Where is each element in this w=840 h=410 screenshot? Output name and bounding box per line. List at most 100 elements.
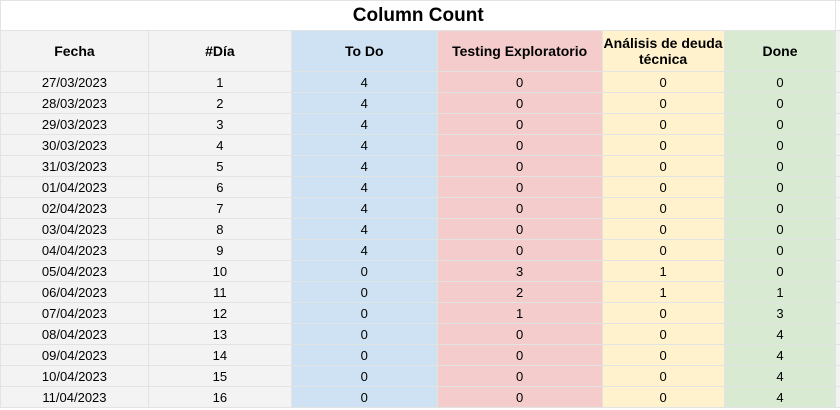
cell-dia[interactable]: 6 (147, 176, 292, 198)
cell-analisis-deuda-tecnica[interactable]: 0 (601, 218, 725, 240)
cell-testing-exploratorio[interactable]: 0 (436, 218, 603, 240)
cell-fecha[interactable]: 01/04/2023 (0, 176, 149, 198)
cell-done[interactable]: 4 (723, 344, 837, 366)
cell-dia[interactable]: 15 (147, 365, 292, 387)
cell-fecha[interactable]: 10/04/2023 (0, 365, 149, 387)
header-dia[interactable]: #Día (147, 30, 292, 72)
cell-done[interactable]: 0 (723, 197, 837, 219)
cell-testing-exploratorio[interactable]: 0 (436, 92, 603, 114)
cell-fecha[interactable]: 03/04/2023 (0, 218, 149, 240)
cell-analisis-deuda-tecnica[interactable]: 0 (601, 344, 725, 366)
header-done[interactable]: Done (723, 30, 837, 72)
cell-fecha[interactable]: 09/04/2023 (0, 344, 149, 366)
cell-testing-exploratorio[interactable]: 0 (436, 113, 603, 135)
cell-fecha[interactable]: 27/03/2023 (0, 71, 149, 93)
cell-fecha[interactable]: 31/03/2023 (0, 155, 149, 177)
cell-analisis-deuda-tecnica[interactable]: 0 (601, 113, 725, 135)
cell-done[interactable]: 3 (723, 302, 837, 324)
cell-dia[interactable]: 7 (147, 197, 292, 219)
cell-todo[interactable]: 4 (290, 155, 438, 177)
cell-todo[interactable]: 4 (290, 176, 438, 198)
cell-dia[interactable]: 10 (147, 260, 292, 282)
cell-testing-exploratorio[interactable]: 0 (436, 323, 603, 345)
cell-dia[interactable]: 4 (147, 134, 292, 156)
cell-analisis-deuda-tecnica[interactable]: 1 (601, 260, 725, 282)
cell-fecha[interactable]: 30/03/2023 (0, 134, 149, 156)
cell-fecha[interactable]: 06/04/2023 (0, 281, 149, 303)
cell-analisis-deuda-tecnica[interactable]: 0 (601, 386, 725, 408)
cell-analisis-deuda-tecnica[interactable]: 0 (601, 302, 725, 324)
cell-analisis-deuda-tecnica[interactable]: 0 (601, 176, 725, 198)
cell-testing-exploratorio[interactable]: 0 (436, 365, 603, 387)
cell-analisis-deuda-tecnica[interactable]: 0 (601, 92, 725, 114)
cell-fecha[interactable]: 28/03/2023 (0, 92, 149, 114)
cell-dia[interactable]: 8 (147, 218, 292, 240)
cell-analisis-deuda-tecnica[interactable]: 0 (601, 134, 725, 156)
cell-fecha[interactable]: 02/04/2023 (0, 197, 149, 219)
cell-todo[interactable]: 0 (290, 344, 438, 366)
cell-fecha[interactable]: 04/04/2023 (0, 239, 149, 261)
cell-dia[interactable]: 11 (147, 281, 292, 303)
cell-done[interactable]: 0 (723, 260, 837, 282)
cell-testing-exploratorio[interactable]: 0 (436, 386, 603, 408)
table-title[interactable]: Column Count (0, 0, 837, 31)
cell-dia[interactable]: 5 (147, 155, 292, 177)
header-testing-exploratorio[interactable]: Testing Exploratorio (436, 30, 603, 72)
cell-todo[interactable]: 4 (290, 134, 438, 156)
cell-todo[interactable]: 0 (290, 302, 438, 324)
cell-todo[interactable]: 0 (290, 281, 438, 303)
cell-done[interactable]: 0 (723, 155, 837, 177)
header-fecha[interactable]: Fecha (0, 30, 149, 72)
cell-done[interactable]: 0 (723, 176, 837, 198)
cell-todo[interactable]: 4 (290, 218, 438, 240)
cell-dia[interactable]: 14 (147, 344, 292, 366)
cell-analisis-deuda-tecnica[interactable]: 0 (601, 323, 725, 345)
cell-done[interactable]: 0 (723, 113, 837, 135)
cell-testing-exploratorio[interactable]: 0 (436, 134, 603, 156)
cell-dia[interactable]: 16 (147, 386, 292, 408)
header-analisis-deuda-tecnica[interactable]: Análisis de deuda técnica (601, 30, 725, 72)
cell-todo[interactable]: 4 (290, 71, 438, 93)
cell-testing-exploratorio[interactable]: 3 (436, 260, 603, 282)
cell-todo[interactable]: 4 (290, 239, 438, 261)
cell-done[interactable]: 4 (723, 386, 837, 408)
cell-testing-exploratorio[interactable]: 0 (436, 71, 603, 93)
cell-testing-exploratorio[interactable]: 0 (436, 176, 603, 198)
cell-fecha[interactable]: 05/04/2023 (0, 260, 149, 282)
cell-testing-exploratorio[interactable]: 1 (436, 302, 603, 324)
cell-todo[interactable]: 0 (290, 365, 438, 387)
cell-dia[interactable]: 2 (147, 92, 292, 114)
cell-fecha[interactable]: 07/04/2023 (0, 302, 149, 324)
cell-analisis-deuda-tecnica[interactable]: 0 (601, 365, 725, 387)
cell-analisis-deuda-tecnica[interactable]: 0 (601, 239, 725, 261)
cell-analisis-deuda-tecnica[interactable]: 0 (601, 155, 725, 177)
cell-todo[interactable]: 0 (290, 323, 438, 345)
cell-testing-exploratorio[interactable]: 0 (436, 344, 603, 366)
cell-dia[interactable]: 3 (147, 113, 292, 135)
cell-done[interactable]: 0 (723, 239, 837, 261)
cell-todo[interactable]: 0 (290, 260, 438, 282)
cell-todo[interactable]: 4 (290, 92, 438, 114)
cell-analisis-deuda-tecnica[interactable]: 1 (601, 281, 725, 303)
cell-done[interactable]: 0 (723, 134, 837, 156)
header-todo[interactable]: To Do (290, 30, 438, 72)
cell-testing-exploratorio[interactable]: 2 (436, 281, 603, 303)
cell-done[interactable]: 0 (723, 92, 837, 114)
cell-done[interactable]: 4 (723, 365, 837, 387)
cell-todo[interactable]: 0 (290, 386, 438, 408)
cell-todo[interactable]: 4 (290, 113, 438, 135)
cell-fecha[interactable]: 29/03/2023 (0, 113, 149, 135)
cell-dia[interactable]: 13 (147, 323, 292, 345)
cell-done[interactable]: 4 (723, 323, 837, 345)
cell-testing-exploratorio[interactable]: 0 (436, 155, 603, 177)
cell-analisis-deuda-tecnica[interactable]: 0 (601, 71, 725, 93)
cell-todo[interactable]: 4 (290, 197, 438, 219)
cell-fecha[interactable]: 11/04/2023 (0, 386, 149, 408)
cell-analisis-deuda-tecnica[interactable]: 0 (601, 197, 725, 219)
cell-testing-exploratorio[interactable]: 0 (436, 197, 603, 219)
cell-fecha[interactable]: 08/04/2023 (0, 323, 149, 345)
cell-dia[interactable]: 12 (147, 302, 292, 324)
cell-done[interactable]: 0 (723, 71, 837, 93)
cell-dia[interactable]: 1 (147, 71, 292, 93)
cell-testing-exploratorio[interactable]: 0 (436, 239, 603, 261)
